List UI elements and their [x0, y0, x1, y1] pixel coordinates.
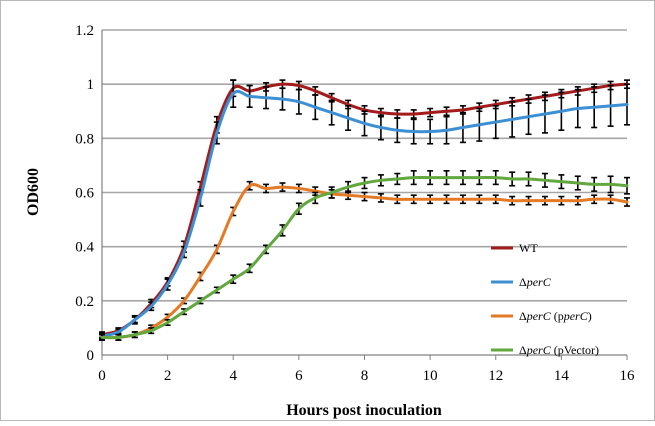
series-line [100, 183, 629, 340]
y-tick-label: 0.8 [75, 131, 94, 147]
y-tick-label: 0 [87, 348, 95, 364]
y-tick-label: 0.6 [75, 186, 94, 202]
legend-label-part: perC [526, 343, 552, 357]
legend-label-part: perC [526, 309, 552, 323]
legend-label-part: WT [519, 241, 538, 255]
legend-label-part: (p [551, 309, 564, 323]
x-tick-label: 10 [423, 368, 438, 384]
x-tick-label: 14 [554, 368, 570, 384]
y-tick-label: 1.2 [75, 23, 94, 39]
legend-label: ΔperC (pVector) [519, 343, 599, 357]
x-tick-label: 2 [164, 368, 172, 384]
legend-label: ΔperC (pperC) [519, 309, 592, 323]
x-tick-label: 6 [295, 368, 303, 384]
series-line [100, 89, 629, 338]
x-tick-label: 12 [488, 368, 503, 384]
legend-label-part: Δ [519, 309, 527, 323]
legend-label-part: ) [588, 309, 592, 323]
series-line [100, 82, 629, 337]
series-3 [99, 170, 630, 341]
y-tick-label: 1 [87, 77, 95, 93]
x-tick-labels: 0 2 4 6 8 10 12 14 16 [98, 368, 635, 384]
legend-label-part: (pVector) [551, 343, 599, 357]
legend-label: ΔperC [519, 275, 552, 289]
x-tick-label: 4 [230, 368, 238, 384]
x-tick-label: 16 [620, 368, 636, 384]
axes [101, 30, 628, 360]
series-layer [99, 79, 630, 341]
legend-label-part: Δ [519, 275, 527, 289]
legend-label-part: perC [563, 309, 589, 323]
y-tick-labels: 0 0.2 0.4 0.6 0.8 1 1.2 [75, 23, 94, 364]
legend-label-part: perC [526, 275, 552, 289]
legend-label: WT [519, 241, 538, 255]
y-axis-label: OD600 [25, 168, 42, 216]
x-tick-label: 0 [98, 368, 106, 384]
x-tick-label: 8 [361, 368, 369, 384]
legend-label-part: Δ [519, 343, 527, 357]
y-tick-label: 0.4 [75, 240, 94, 256]
x-axis-label: Hours post inoculation [286, 402, 442, 419]
series-1 [99, 79, 630, 340]
series-line [100, 176, 629, 340]
y-tick-label: 0.2 [75, 294, 94, 310]
